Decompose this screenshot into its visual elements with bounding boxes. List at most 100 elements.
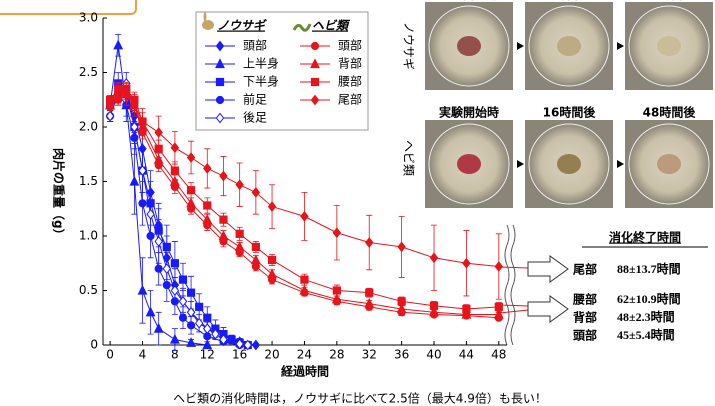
sample	[457, 36, 481, 56]
x-tick-label: 12	[200, 348, 215, 362]
photo-label: 16時間後	[643, 0, 697, 2]
marker	[398, 242, 405, 251]
marker	[163, 243, 170, 250]
marker	[236, 242, 244, 250]
marker	[216, 96, 223, 103]
marker	[171, 260, 178, 267]
y-tick-label: 2.5	[79, 65, 98, 79]
marker	[179, 276, 186, 283]
marker	[146, 308, 154, 316]
caption: ヘビ類の消化時間は，ノウサギに比べて2.5倍（最大4.9倍）も長い！	[173, 391, 547, 406]
legend-group-title: ヘビ類	[312, 19, 351, 33]
photo-row-label: ヘビ類	[402, 140, 416, 176]
arrow	[528, 296, 568, 322]
y-tick-label: 3.0	[79, 11, 98, 25]
marker	[155, 265, 162, 272]
marker	[301, 212, 308, 221]
marker	[311, 42, 318, 49]
y-tick-label: 1.0	[79, 229, 98, 243]
marker	[252, 340, 259, 349]
marker	[301, 276, 308, 283]
marker	[495, 303, 502, 310]
digestion-part: 頭部	[573, 328, 597, 343]
marker	[311, 78, 318, 85]
digestion-time: 48±2.3時間	[617, 309, 675, 324]
digestion-time: 88±13.7時間	[617, 261, 681, 276]
legend-label: 後足	[243, 111, 267, 125]
y-tick-label: 1.5	[79, 174, 98, 188]
legend-label: 頭部	[243, 38, 267, 53]
photo-row-label: ノウサギ	[402, 22, 416, 70]
marker	[252, 255, 260, 263]
sample	[557, 36, 581, 56]
leader	[500, 267, 528, 268]
marker	[463, 305, 470, 312]
photo-arrow	[617, 42, 624, 50]
x-tick-label: 0	[106, 348, 114, 362]
legend-label: 下半身	[243, 74, 279, 89]
marker	[114, 41, 122, 49]
marker	[252, 188, 259, 197]
sample	[457, 154, 481, 174]
legend-label: 背部	[338, 56, 362, 71]
page: 肉片の重量（g） 経過時間 ヘビ類の消化時間は，ノウサギに比べて2.5倍（最大4…	[0, 0, 715, 406]
x-tick-label: 16	[232, 348, 247, 362]
marker	[187, 153, 194, 162]
y-tick-label: 0	[90, 338, 98, 352]
marker	[204, 164, 211, 173]
axis-break	[505, 225, 515, 345]
marker	[204, 202, 211, 209]
sample	[657, 36, 681, 56]
marker	[463, 259, 470, 268]
marker	[430, 302, 437, 309]
marker	[220, 216, 227, 223]
marker	[171, 167, 178, 174]
photo-label: 実験開始時	[439, 0, 499, 2]
marker	[155, 237, 162, 246]
marker	[204, 314, 211, 321]
marker	[187, 187, 194, 194]
legend-label: 腰部	[338, 74, 362, 89]
x-tick-label: 44	[459, 348, 474, 362]
marker	[398, 298, 405, 305]
photo-label: 16時間後	[543, 105, 597, 120]
x-axis-label: 経過時間	[281, 364, 329, 379]
header-box	[0, 0, 136, 14]
sample	[557, 154, 581, 174]
sample	[657, 154, 681, 174]
x-tick-label: 24	[297, 348, 312, 362]
marker	[171, 143, 178, 152]
x-tick-label: 36	[394, 348, 409, 362]
marker	[155, 128, 162, 137]
marker	[216, 78, 223, 85]
x-tick-label: 48	[491, 348, 506, 362]
marker	[236, 230, 243, 237]
legend-label: 頭部	[338, 38, 362, 53]
arrow	[528, 256, 568, 282]
marker	[430, 253, 437, 262]
marker	[268, 270, 276, 278]
marker	[138, 286, 146, 294]
photo-arrow	[617, 160, 624, 168]
marker	[333, 287, 340, 294]
x-tick-label: 4	[139, 348, 147, 362]
legend-label: 前足	[243, 92, 267, 107]
digestion-part: 背部	[573, 310, 597, 325]
photo-label: 実験開始時	[439, 105, 499, 120]
marker	[268, 256, 275, 263]
photo-arrow	[517, 42, 524, 50]
x-tick-label: 20	[264, 348, 279, 362]
marker	[333, 228, 340, 237]
digestion-title: 消化終了時間	[609, 230, 681, 245]
legend-label: 尾部	[338, 92, 362, 107]
marker	[171, 335, 179, 343]
marker	[252, 243, 259, 250]
legend-group-title: ノウサギ	[217, 19, 267, 33]
marker	[130, 177, 138, 185]
marker	[179, 314, 186, 321]
y-tick-label: 2.0	[79, 120, 98, 134]
marker	[366, 289, 373, 296]
marker	[268, 202, 275, 211]
marker	[196, 303, 203, 310]
marker	[220, 171, 227, 180]
